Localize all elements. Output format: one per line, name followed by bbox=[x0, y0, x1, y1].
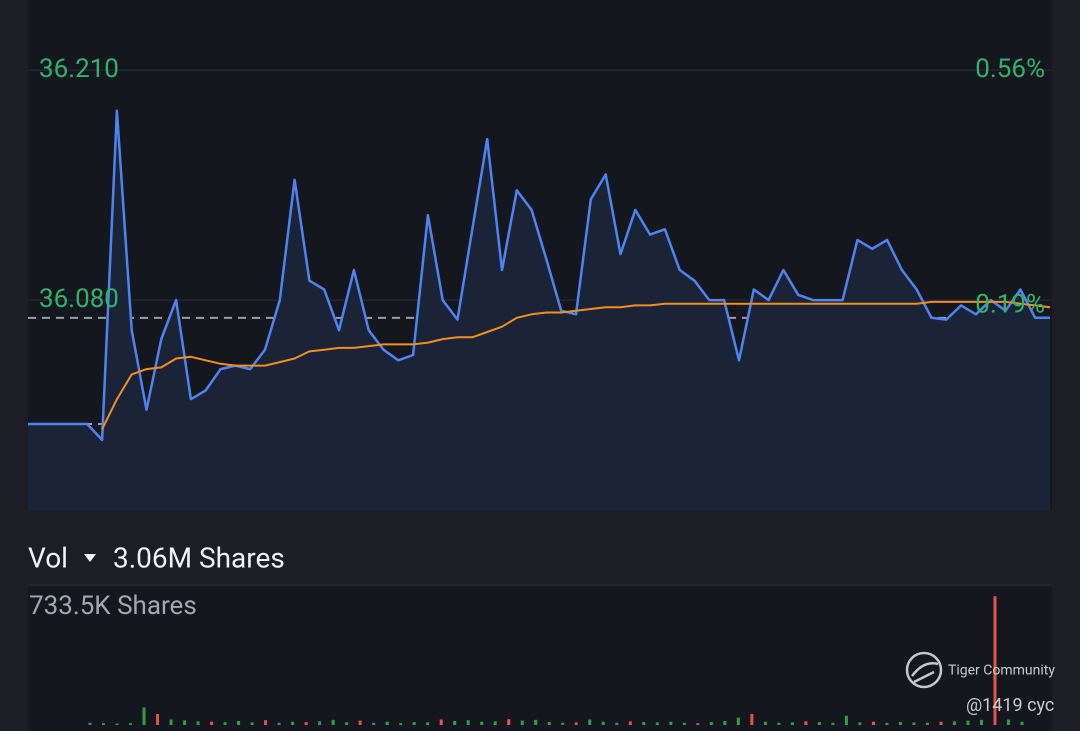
watermark-brand: Tiger Community bbox=[948, 663, 1055, 679]
volume-bar bbox=[655, 722, 659, 725]
y2-tick-label: 0.19% bbox=[975, 289, 1045, 319]
volume-bar bbox=[507, 719, 511, 725]
volume-bar bbox=[844, 715, 848, 725]
volume-bar bbox=[196, 721, 200, 725]
volume-bar bbox=[939, 721, 943, 725]
volume-bar bbox=[993, 596, 997, 725]
volume-bar bbox=[925, 722, 929, 725]
volume-bar bbox=[277, 722, 281, 725]
y2-tick-label: 0.56% bbox=[975, 54, 1045, 84]
volume-bar bbox=[115, 723, 119, 725]
volume-bar bbox=[628, 721, 632, 725]
y-tick-label: 36.210 bbox=[39, 54, 119, 84]
y-tick-label: 36.080 bbox=[39, 284, 119, 314]
volume-bar bbox=[682, 722, 686, 725]
volume-bar bbox=[426, 722, 430, 725]
volume-bar bbox=[480, 721, 484, 725]
volume-bar bbox=[102, 723, 106, 725]
price-line bbox=[28, 109, 1050, 442]
volume-bar bbox=[88, 722, 92, 725]
volume-bar bbox=[264, 720, 268, 725]
watermark: Tiger Community @1419 cyc bbox=[905, 651, 1055, 716]
volume-bar bbox=[547, 722, 551, 725]
volume-bar bbox=[871, 721, 875, 725]
volume-bar bbox=[399, 723, 403, 725]
volume-bar bbox=[750, 713, 754, 725]
volume-bar bbox=[709, 722, 713, 725]
volume-bar bbox=[385, 721, 389, 725]
watermark-user: @1419 cyc bbox=[966, 695, 1054, 716]
volume-bar bbox=[223, 722, 227, 725]
volume-bar bbox=[237, 720, 241, 725]
watermark-logo-stripes bbox=[911, 662, 939, 684]
dropdown-arrow[interactable] bbox=[84, 554, 96, 562]
volume-bar bbox=[466, 720, 470, 725]
volume-bar bbox=[453, 720, 457, 725]
volume-bar bbox=[966, 720, 970, 725]
price-layer: 36.210 36.080 0.56% 0.19% bbox=[28, 54, 1052, 511]
volume-bar bbox=[372, 722, 376, 725]
volume-bar bbox=[885, 722, 889, 725]
volume-bar bbox=[804, 721, 808, 725]
volume-bar bbox=[574, 722, 578, 725]
volume-bar bbox=[156, 713, 160, 725]
volume-bar bbox=[642, 722, 646, 725]
volume-bar bbox=[183, 720, 187, 725]
volume-title[interactable]: Vol bbox=[28, 541, 68, 574]
volume-layer: 733.5K Shares bbox=[29, 591, 1024, 725]
volume-selector[interactable]: Vol bbox=[28, 541, 96, 574]
volume-bar bbox=[979, 719, 983, 725]
watermark-logo bbox=[905, 651, 943, 689]
volume-bar bbox=[520, 720, 524, 725]
volume-bar bbox=[318, 721, 322, 725]
volume-bar bbox=[561, 722, 565, 725]
volume-bar bbox=[129, 723, 133, 725]
volume-total: 3.06M Shares bbox=[113, 541, 285, 574]
volume-bar bbox=[777, 722, 781, 725]
volume-bar bbox=[601, 721, 605, 725]
volume-bar bbox=[723, 720, 727, 725]
volume-bar bbox=[858, 722, 862, 725]
volume-bar bbox=[790, 722, 794, 725]
volume-bar bbox=[588, 719, 592, 725]
volume-bar bbox=[169, 719, 173, 725]
volume-bar bbox=[831, 722, 835, 725]
volume-tick-label: 733.5K Shares bbox=[29, 591, 197, 621]
volume-panel bbox=[28, 585, 1052, 731]
volume-bar bbox=[912, 722, 916, 725]
volume-bar bbox=[669, 721, 673, 725]
volume-bar bbox=[534, 719, 538, 725]
volume-bar bbox=[493, 721, 497, 725]
volume-bar bbox=[439, 719, 443, 725]
price-area bbox=[28, 110, 1050, 511]
volume-bar bbox=[763, 721, 767, 725]
volume-bar bbox=[898, 722, 902, 725]
volume-bar bbox=[304, 722, 308, 725]
volume-bar bbox=[142, 707, 146, 725]
volume-bar bbox=[291, 721, 295, 725]
volume-bar bbox=[615, 722, 619, 725]
volume-bar bbox=[696, 723, 700, 725]
volume-bar bbox=[358, 720, 362, 725]
volume-bar bbox=[952, 721, 956, 725]
volume-bar bbox=[331, 719, 335, 725]
volume-bar bbox=[345, 722, 349, 725]
volume-bar bbox=[250, 722, 254, 725]
volume-bar bbox=[210, 721, 214, 725]
volume-bar bbox=[1006, 719, 1010, 725]
average-line bbox=[101, 300, 1051, 430]
volume-bar bbox=[1020, 721, 1024, 725]
volume-bar bbox=[817, 722, 821, 725]
volume-bar bbox=[412, 722, 416, 725]
volume-bar bbox=[736, 717, 740, 725]
